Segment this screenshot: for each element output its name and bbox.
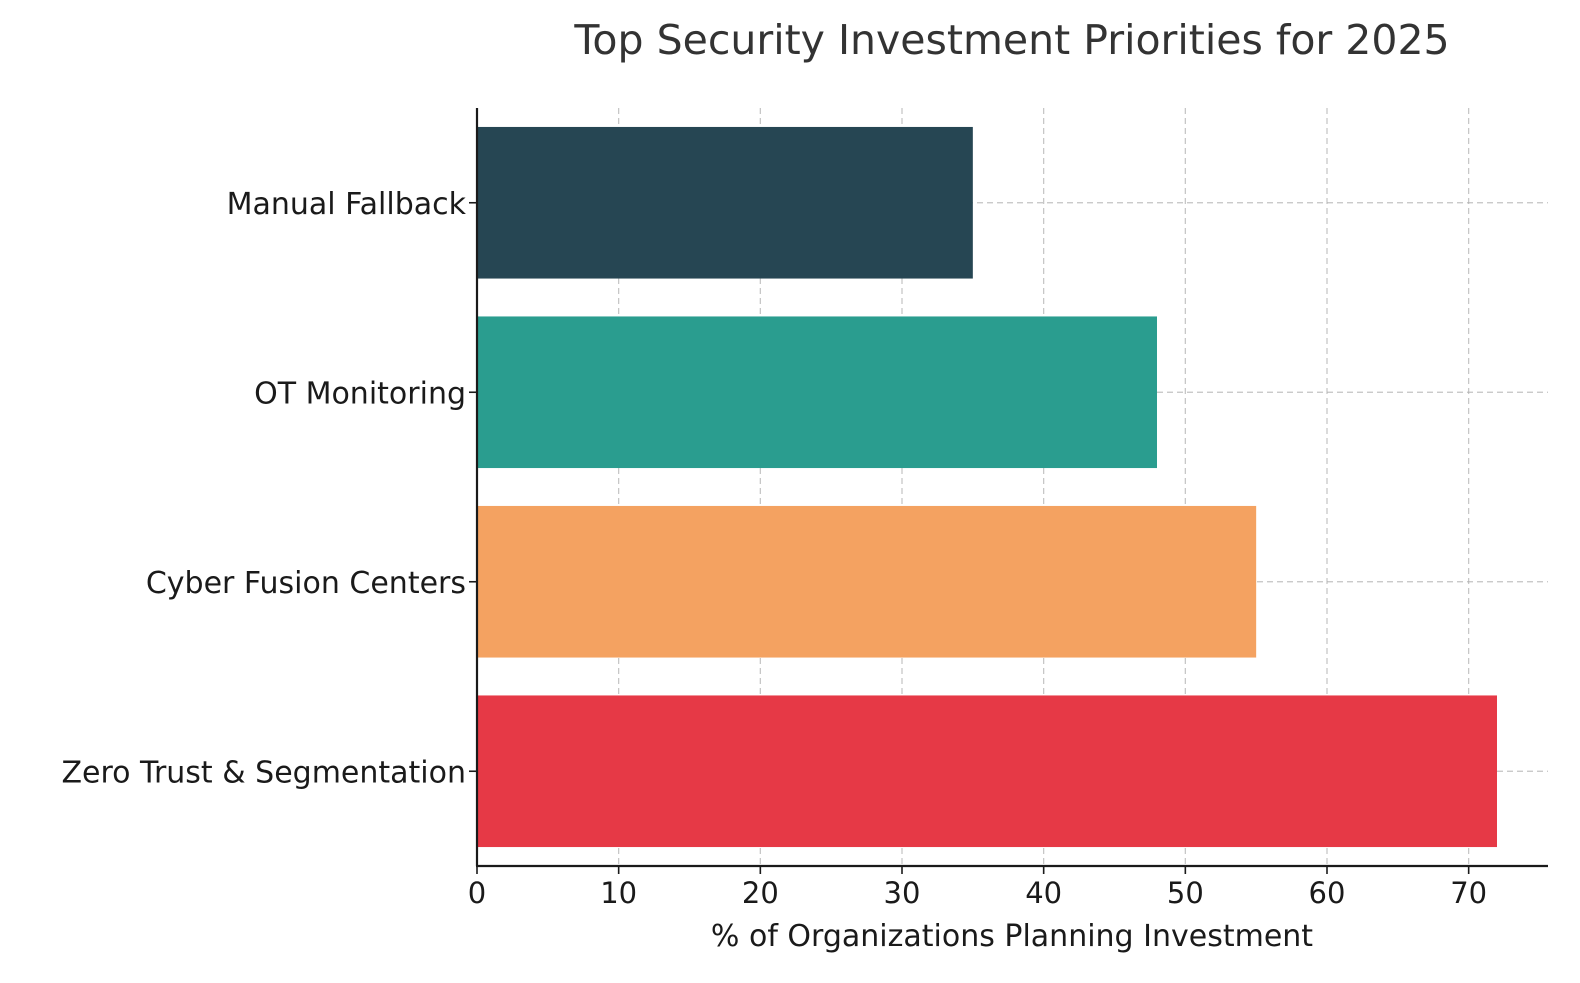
- x-tick-label: 50: [1167, 876, 1204, 910]
- bar: [477, 695, 1497, 848]
- chart-title: Top Security Investment Priorities for 2…: [573, 16, 1449, 64]
- x-tick-label: 0: [468, 876, 486, 910]
- x-tick-label: 30: [884, 876, 921, 910]
- x-tick-label: 60: [1309, 876, 1346, 910]
- y-tick-label: Manual Fallback: [227, 187, 467, 222]
- bar: [477, 505, 1257, 658]
- labels-layer: 0 10 20 30 40 50 60 70 Zero Trust & Segmentation…: [61, 187, 1487, 910]
- x-tick-label: 20: [742, 876, 779, 910]
- bar: [477, 126, 973, 279]
- y-tick-label: Cyber Fusion Centers: [146, 566, 466, 601]
- x-tick-label: 40: [1025, 876, 1062, 910]
- bar: [477, 316, 1157, 469]
- x-axis-label: % of Organizations Planning Investment: [711, 919, 1313, 954]
- x-tick-label: 10: [600, 876, 637, 910]
- bars-layer: [477, 126, 1497, 848]
- y-tick-label: OT Monitoring: [254, 376, 466, 411]
- y-tick-label: Zero Trust & Segmentation: [61, 755, 466, 790]
- x-tick-label: 70: [1450, 876, 1487, 910]
- axes-layer: [469, 108, 1548, 874]
